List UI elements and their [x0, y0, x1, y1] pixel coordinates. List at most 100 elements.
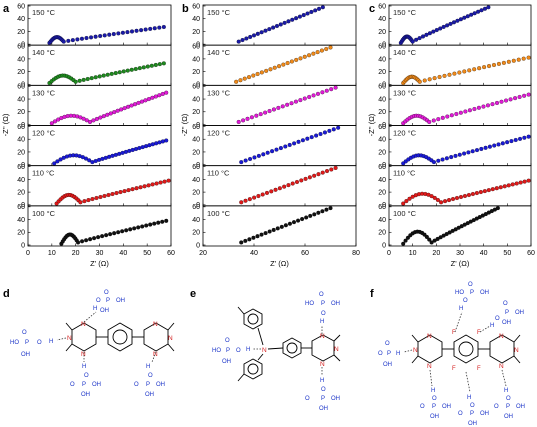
y-tick-label: 20	[378, 109, 386, 116]
atom-p: P	[470, 411, 474, 417]
data-point	[112, 231, 117, 236]
data-point	[414, 37, 419, 42]
data-point	[505, 140, 510, 145]
data-point	[511, 58, 516, 63]
data-point	[260, 192, 265, 197]
data-point	[267, 27, 272, 32]
data-point	[263, 28, 268, 33]
data-point	[522, 135, 527, 140]
panel-letter-c: c	[369, 3, 375, 15]
x-tick-label: 20	[199, 250, 207, 257]
data-point	[254, 113, 259, 118]
y-tick-label: 0	[21, 242, 25, 249]
data-point	[256, 153, 261, 158]
data-point	[476, 105, 481, 110]
data-point	[153, 94, 158, 99]
data-point	[322, 130, 327, 135]
x-tick-label: 60	[167, 250, 175, 257]
data-point	[513, 137, 518, 143]
data-point	[277, 64, 282, 69]
atom-n: N	[153, 321, 158, 328]
atom-h: H	[396, 351, 400, 357]
data-point	[470, 191, 475, 197]
strip-150C: 0 20 40 60 150 °C	[192, 3, 357, 49]
data-point	[440, 115, 445, 120]
data-point	[487, 144, 492, 149]
data-point	[485, 103, 490, 108]
atom-ho: HO	[212, 348, 221, 354]
panel-letter-b: b	[182, 3, 189, 15]
atom-n: N	[334, 346, 339, 353]
x-tick-label: 50	[503, 250, 511, 257]
data-point	[429, 240, 434, 245]
data-point	[101, 114, 106, 119]
data-point	[429, 194, 434, 199]
data-point	[314, 133, 319, 138]
data-point	[106, 192, 111, 198]
data-point	[238, 78, 243, 83]
data-point	[120, 229, 125, 234]
data-point	[243, 238, 248, 243]
atom-o: O	[225, 338, 230, 344]
data-point	[98, 34, 103, 39]
atom-n: N	[320, 361, 325, 368]
atom-oh: OH	[319, 406, 328, 412]
data-point	[264, 190, 270, 195]
data-point	[304, 215, 309, 220]
data-point	[164, 90, 169, 95]
data-point	[87, 158, 92, 163]
data-point	[283, 144, 288, 149]
series-label: 150 °C	[32, 8, 56, 17]
data-point	[316, 210, 321, 215]
series-label: 150 °C	[393, 8, 417, 17]
data-point	[311, 51, 316, 56]
y-tick-label: 60	[17, 204, 25, 211]
strip-150C: 0 20 40 60 150 °C	[17, 3, 172, 49]
atom-h: H	[320, 319, 324, 325]
y-tick-label: 0	[196, 162, 200, 169]
atom-oh: OH	[331, 301, 340, 307]
data-point	[161, 61, 166, 66]
data-point	[84, 238, 89, 243]
x-tick-label: 0	[26, 250, 30, 257]
data-point	[280, 104, 285, 109]
data-point	[294, 57, 299, 62]
atom-n: N	[514, 347, 519, 354]
data-point	[139, 28, 144, 33]
data-point	[100, 156, 105, 161]
data-point	[333, 85, 338, 90]
data-point	[302, 54, 307, 59]
data-point	[329, 167, 334, 172]
data-point	[309, 9, 314, 14]
data-point	[281, 62, 286, 67]
atom-h: H	[459, 306, 463, 312]
data-point	[451, 20, 457, 25]
data-point	[86, 198, 91, 203]
strip-100C: 0 20 40 60 100 °C	[378, 204, 532, 249]
y-tick-label: 20	[192, 230, 200, 237]
atom-oh: OH	[156, 382, 165, 388]
data-point	[316, 172, 321, 177]
data-point	[97, 74, 102, 79]
atom-o: O	[104, 290, 109, 296]
data-point	[81, 77, 86, 82]
strip-120C: 0 20 40 60 120 °C	[378, 124, 532, 169]
atom-h: H	[82, 364, 86, 370]
data-point	[486, 188, 491, 193]
atom-n: N	[427, 333, 432, 340]
data-point	[240, 38, 245, 43]
data-point	[285, 61, 290, 66]
data-point	[518, 180, 523, 185]
data-point	[478, 190, 483, 195]
data-point	[296, 218, 301, 223]
y-tick-label: 40	[192, 56, 200, 63]
data-point	[264, 68, 269, 73]
tetrafluorobenzene-ring	[453, 334, 479, 364]
data-point	[92, 236, 97, 241]
data-point	[474, 148, 480, 153]
data-point	[286, 183, 291, 188]
y-tick-label: 40	[192, 96, 200, 103]
atom-o: O	[37, 340, 42, 346]
data-point	[125, 30, 130, 35]
y-tick-label: 40	[17, 16, 25, 23]
